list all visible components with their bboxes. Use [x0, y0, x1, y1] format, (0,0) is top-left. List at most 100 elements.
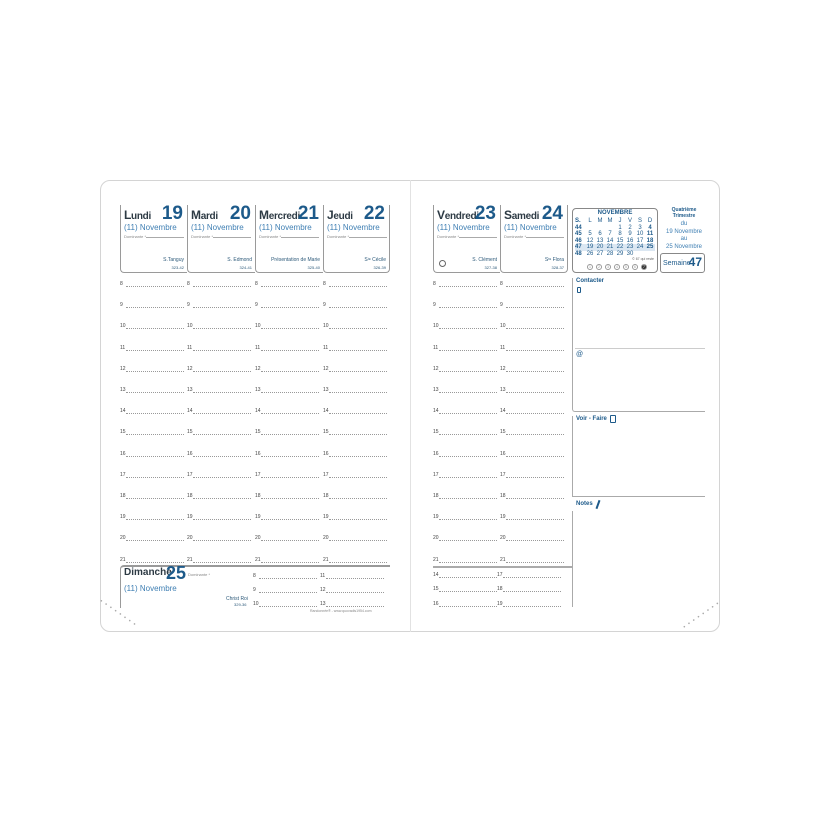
- hour-line[interactable]: 19: [255, 514, 319, 522]
- hour-line[interactable]: 21: [323, 557, 387, 565]
- hour-line[interactable]: 19: [500, 514, 564, 522]
- hour-line[interactable]: 21: [433, 557, 497, 565]
- hour-line[interactable]: 8: [120, 281, 184, 289]
- hour-line[interactable]: 11: [120, 345, 184, 353]
- hour-line[interactable]: 9: [433, 302, 497, 310]
- hour-line[interactable]: 10: [500, 323, 564, 331]
- hour-line[interactable]: 19: [323, 514, 387, 522]
- hour-line[interactable]: 21: [255, 557, 319, 565]
- hour-line[interactable]: 16: [120, 451, 184, 459]
- hour-line[interactable]: 10: [255, 323, 319, 331]
- hour-line[interactable]: 20: [255, 535, 319, 543]
- hour-line[interactable]: 16: [187, 451, 251, 459]
- hour-line[interactable]: 18: [120, 493, 184, 501]
- hour-line[interactable]: 17: [255, 472, 319, 480]
- hour-line[interactable]: 10: [433, 323, 497, 331]
- hour-line[interactable]: 19: [497, 601, 561, 609]
- hour-line[interactable]: 10: [323, 323, 387, 331]
- hour-line[interactable]: 15: [500, 429, 564, 437]
- hour-line[interactable]: 17: [120, 472, 184, 480]
- hour-line[interactable]: 11: [323, 345, 387, 353]
- hour-line[interactable]: 20: [500, 535, 564, 543]
- hour-line[interactable]: 16: [433, 601, 497, 609]
- hour-line[interactable]: 12: [500, 366, 564, 374]
- hour-line[interactable]: 18: [433, 493, 497, 501]
- hour-line[interactable]: 13: [255, 387, 319, 395]
- hour-line[interactable]: 16: [255, 451, 319, 459]
- hour-line[interactable]: 20: [323, 535, 387, 543]
- hour-line[interactable]: 10: [253, 601, 317, 609]
- hour-line[interactable]: 21: [187, 557, 251, 565]
- hour-line[interactable]: 18: [255, 493, 319, 501]
- hour-line[interactable]: 21: [500, 557, 564, 565]
- hour-line[interactable]: 15: [323, 429, 387, 437]
- hour-line[interactable]: 14: [120, 408, 184, 416]
- hour-line[interactable]: 20: [187, 535, 251, 543]
- hour-line[interactable]: 15: [255, 429, 319, 437]
- hour-line[interactable]: 15: [187, 429, 251, 437]
- clipboard-icon: [610, 415, 616, 423]
- hour-line[interactable]: 14: [433, 408, 497, 416]
- hour-line[interactable]: 8: [433, 281, 497, 289]
- hour-line[interactable]: 20: [433, 535, 497, 543]
- hour-line[interactable]: 13: [500, 387, 564, 395]
- hour-line[interactable]: 8: [500, 281, 564, 289]
- hour-line[interactable]: 18: [187, 493, 251, 501]
- hour-line[interactable]: 8: [253, 573, 317, 581]
- hour-line[interactable]: 8: [323, 281, 387, 289]
- hour-line[interactable]: 11: [255, 345, 319, 353]
- hour-line[interactable]: 8: [255, 281, 319, 289]
- hour-line[interactable]: 14: [187, 408, 251, 416]
- writing-line: [439, 455, 497, 457]
- hour-line[interactable]: 11: [187, 345, 251, 353]
- hour-line[interactable]: 14: [323, 408, 387, 416]
- hour-line[interactable]: 11: [320, 573, 384, 581]
- hour-line[interactable]: 12: [255, 366, 319, 374]
- hour-line[interactable]: 9: [120, 302, 184, 310]
- hour-line[interactable]: 17: [433, 472, 497, 480]
- hour-line[interactable]: 21: [120, 557, 184, 565]
- hour-line[interactable]: 13: [323, 387, 387, 395]
- hour-line[interactable]: 14: [500, 408, 564, 416]
- writing-line: [126, 498, 184, 499]
- hour-line[interactable]: 15: [120, 429, 184, 437]
- hour-line[interactable]: 20: [120, 535, 184, 543]
- hour-line[interactable]: 15: [433, 429, 497, 437]
- hour-line[interactable]: 10: [187, 323, 251, 331]
- hour-line[interactable]: 12: [187, 366, 251, 374]
- hour-line[interactable]: 13: [120, 387, 184, 395]
- weekday-header: V: [627, 218, 632, 224]
- hour-line[interactable]: 19: [120, 514, 184, 522]
- hour-line[interactable]: 10: [120, 323, 184, 331]
- hour-line[interactable]: 17: [323, 472, 387, 480]
- hour-line[interactable]: 18: [323, 493, 387, 501]
- hour-line[interactable]: 11: [433, 345, 497, 353]
- hour-line[interactable]: 12: [433, 366, 497, 374]
- hour-line[interactable]: 9: [255, 302, 319, 310]
- hour-line[interactable]: 9: [500, 302, 564, 310]
- hour-line[interactable]: 13: [320, 601, 384, 609]
- hour-line[interactable]: 9: [253, 587, 317, 595]
- hour-line[interactable]: 14: [255, 408, 319, 416]
- hour-line[interactable]: 18: [500, 493, 564, 501]
- hour-line[interactable]: 16: [323, 451, 387, 459]
- hour-line[interactable]: 18: [497, 586, 561, 594]
- hour-line[interactable]: 15: [433, 586, 497, 594]
- hour-line[interactable]: 17: [187, 472, 251, 480]
- hour-line[interactable]: 8: [187, 281, 251, 289]
- hour-line[interactable]: 19: [187, 514, 251, 522]
- hour-line[interactable]: 17: [500, 472, 564, 480]
- hour-line[interactable]: 9: [187, 302, 251, 310]
- hour-line[interactable]: 17: [497, 572, 561, 580]
- hour-line[interactable]: 11: [500, 345, 564, 353]
- hour-line[interactable]: 13: [433, 387, 497, 395]
- hour-line[interactable]: 16: [433, 451, 497, 459]
- hour-line[interactable]: 12: [320, 587, 384, 595]
- hour-line[interactable]: 12: [323, 366, 387, 374]
- hour-line[interactable]: 13: [187, 387, 251, 395]
- hour-line[interactable]: 9: [323, 302, 387, 310]
- hour-line[interactable]: 12: [120, 366, 184, 374]
- hour-line[interactable]: 14: [433, 572, 497, 580]
- hour-line[interactable]: 16: [500, 451, 564, 459]
- hour-line[interactable]: 19: [433, 514, 497, 522]
